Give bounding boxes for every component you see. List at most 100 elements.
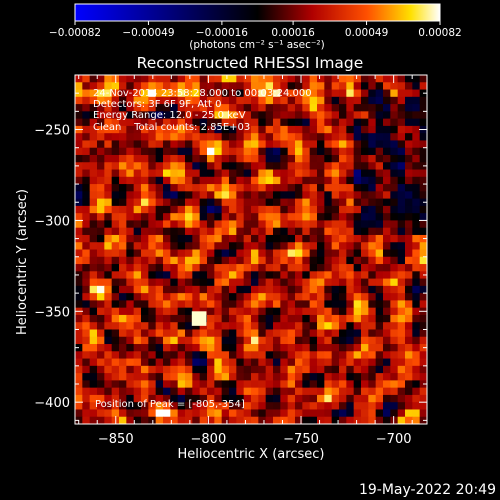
heatmap-cell [229,96,237,105]
heatmap-cell [97,220,105,229]
heatmap-cell [214,271,223,279]
heatmap-cell [339,271,347,279]
heatmap-cell [317,191,325,199]
heatmap-cell [141,329,149,338]
heatmap-cell [229,227,237,236]
heatmap-cell [243,242,252,250]
heatmap-cell [309,111,318,120]
heatmap-cell [405,271,413,279]
heatmap-cell [317,285,325,294]
heatmap-cell [368,329,377,338]
heatmap-cell [273,322,281,330]
heatmap-cell [397,111,406,120]
heatmap-cell [353,358,362,367]
heatmap-cell [251,213,259,221]
heatmap-cell [207,307,215,316]
heatmap-cell [229,380,237,389]
heatmap-cell [155,89,164,98]
heatmap-cell [141,278,149,287]
heatmap-cell [361,322,369,330]
heatmap-cell [111,133,120,141]
colorbar-units-label: (photons cm⁻² s⁻¹ asec⁻²) [189,39,324,51]
heatmap-cell [390,118,399,127]
heatmap-cell [339,205,347,214]
heatmap-cell [405,176,413,185]
heatmap-cell [346,133,355,141]
heatmap-cell [119,271,127,279]
heatmap-cell [104,133,113,141]
heatmap-cell [375,256,384,265]
heatmap-cell [339,162,347,170]
heatmap-cell [412,278,421,287]
heatmap-cell [155,242,164,250]
heatmap-cell [236,409,245,418]
heatmap-cell [280,213,289,221]
heatmap-cell [361,184,369,192]
heatmap-cell [192,198,201,207]
heatmap-cell [214,198,223,207]
heatmap-cell [251,75,259,83]
heatmap-cell [258,140,267,149]
heatmap-cell [119,198,127,207]
heatmap-cell [353,256,362,265]
heatmap-cell [287,198,296,207]
heatmap-cell [177,242,186,250]
heatmap-cell [221,380,230,389]
heatmap-cell [192,285,201,294]
heatmap-cell [82,184,91,192]
heatmap-cell [412,416,421,425]
heatmap-cell [177,147,186,156]
heatmap-cell [75,285,83,294]
heatmap-cell [412,227,421,236]
heatmap-cell [75,176,83,185]
heatmap-cell [317,409,325,418]
heatmap-cell [273,220,281,229]
heatmap-cell [397,256,406,265]
heatmap-cell [287,373,296,381]
heatmap-cell [82,82,91,90]
heatmap-cell [265,111,274,120]
heatmap-cell [126,373,135,381]
heatmap-cell [383,96,391,105]
heatmap-cell [133,118,142,127]
heatmap-cell [163,285,171,294]
heatmap-cell [273,133,281,141]
heatmap-cell [368,75,377,83]
heatmap-cell [236,365,245,374]
heatmap-cell [258,191,267,199]
heatmap-cell [412,242,421,250]
heatmap-cell [405,242,413,250]
heatmap-cell [170,402,179,410]
heatmap-cell [295,111,303,120]
heatmap-cell [302,111,311,120]
heatmap-cell [229,169,237,178]
heatmap-cell [309,278,318,287]
heatmap-cell [287,293,296,301]
heatmap-cell [317,387,325,396]
heatmap-cell [119,125,127,134]
heatmap-cell [361,387,369,396]
heatmap-cell [221,256,230,265]
heatmap-cell [111,140,120,149]
heatmap-cell [346,409,355,418]
heatmap-cell [302,184,311,192]
heatmap-cell [133,191,142,199]
heatmap-cell [133,220,142,229]
heatmap-cell [119,220,127,229]
heatmap-cell [229,300,237,309]
heatmap-cell [390,336,399,345]
heatmap-cell [302,322,311,330]
heatmap-cell [361,380,369,389]
heatmap-cell [207,394,215,403]
heatmap-cell [412,351,421,359]
heatmap-cell [324,82,333,90]
heatmap-cell [170,329,179,338]
heatmap-cell [192,89,201,98]
heatmap-cell [419,336,428,345]
heatmap-cell [419,365,428,374]
heatmap-cell [126,111,135,120]
heatmap-cell [397,118,406,127]
heatmap-cell [141,227,149,236]
heatmap-cell [214,314,223,323]
heatmap-cell [273,271,281,279]
